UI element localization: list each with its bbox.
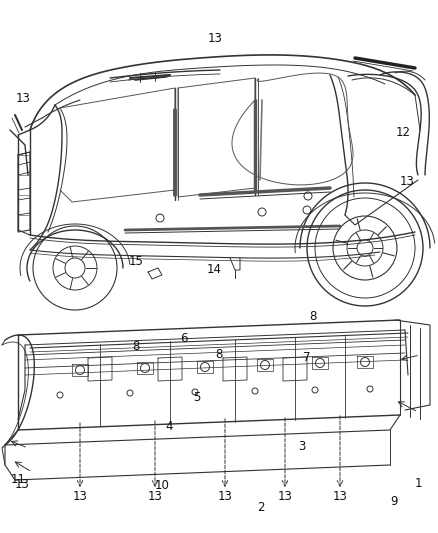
Text: 6: 6	[180, 332, 188, 345]
Text: 4: 4	[165, 420, 173, 433]
Text: 5: 5	[194, 391, 201, 403]
Text: 8: 8	[310, 310, 317, 323]
Text: 13: 13	[14, 479, 29, 491]
Text: 14: 14	[207, 263, 222, 276]
Text: 10: 10	[155, 479, 170, 491]
Text: 13: 13	[148, 490, 162, 504]
Text: 1: 1	[414, 478, 422, 490]
Text: 13: 13	[400, 175, 415, 188]
Text: 8: 8	[132, 340, 139, 353]
Text: 7: 7	[303, 351, 311, 364]
Text: 13: 13	[73, 490, 88, 504]
Text: 13: 13	[218, 490, 233, 504]
Text: 3: 3	[299, 440, 306, 453]
Text: 13: 13	[15, 92, 30, 105]
Text: 13: 13	[207, 32, 222, 45]
Text: 15: 15	[128, 255, 143, 268]
Text: 12: 12	[396, 126, 410, 139]
Text: 13: 13	[278, 490, 293, 504]
Text: 13: 13	[332, 490, 347, 504]
Text: 9: 9	[390, 495, 398, 507]
Text: 2: 2	[257, 501, 265, 514]
Text: 8: 8	[215, 348, 223, 361]
Text: 11: 11	[11, 473, 26, 486]
